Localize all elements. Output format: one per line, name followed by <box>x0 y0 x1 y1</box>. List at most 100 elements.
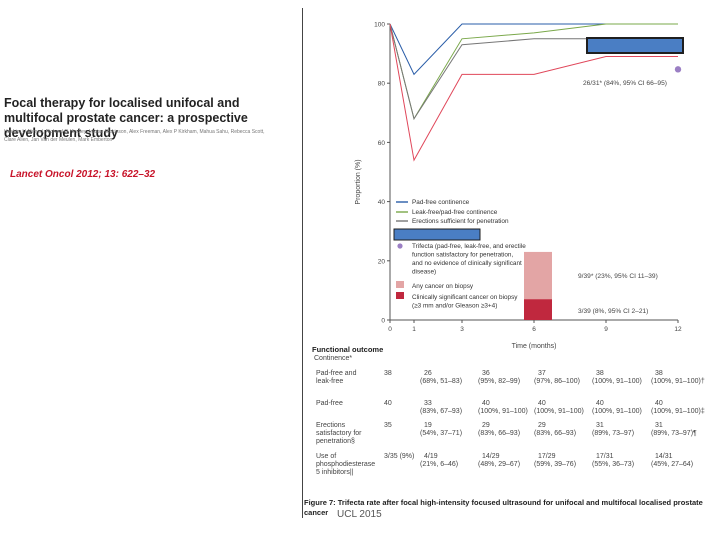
table-cell-value: 14/31 <box>655 453 673 460</box>
table-cell-ci: (97%, 86–100) <box>534 378 580 385</box>
table-row-label: phosphodiesterase <box>316 461 376 468</box>
table-cell-ci: (100%, 91–100) <box>592 408 642 415</box>
table-cell-value: 38 <box>596 370 604 377</box>
chart-axes: 0 20 40 60 80 100 0 1 3 6 9 12 Time (months) Proporti… <box>355 22 682 351</box>
table-row-label: penetration§ <box>316 438 355 445</box>
x-tick-label: 6 <box>532 326 536 333</box>
legend-label-5: Any cancer on biopsy <box>412 283 474 290</box>
table-cell-value: 17/31 <box>596 453 614 460</box>
caption-label: Figure 7: Trifecta rate after focal high… <box>304 498 703 517</box>
y-tick-label: 60 <box>378 140 386 147</box>
annotation-significant-cancer: 3/39 (8%, 95% CI 2–21) <box>578 308 648 315</box>
y-tick-label: 0 <box>381 318 385 325</box>
table-section: Continence* <box>314 355 353 362</box>
legend-box-6 <box>396 292 404 299</box>
table-cell-ci: (100%, 91–100) <box>592 378 642 385</box>
annotation-trifecta: 26/31* (84%, 95% CI 66–95) <box>583 80 667 87</box>
paper-title: Focal therapy for localised unifocal and… <box>4 96 248 140</box>
table-cell-ci: (54%, 37–71) <box>420 430 463 437</box>
table-cell-value: 29 <box>538 422 546 429</box>
legend-label-3: Erections sufficient for penetration <box>412 218 509 225</box>
table-cell-value: 3/35 (9%) <box>384 453 415 460</box>
legend-dot-trifecta <box>397 243 403 249</box>
table-cell-ci: (100%, 91–100)† <box>651 378 705 385</box>
paper-citation: Lancet Oncol 2012; 13: 622–32 <box>10 169 156 180</box>
y-tick-label: 40 <box>378 199 386 206</box>
table-cell-value: 36 <box>482 370 490 377</box>
y-axis-label: Proportion (%) <box>355 159 362 204</box>
table-cell-value: 35 <box>384 422 392 429</box>
figure-caption: Figure 7: Trifecta rate after focal high… <box>304 498 704 518</box>
table-cell-value: 31 <box>596 422 604 429</box>
table-cell-ci: (95%, 82–99) <box>478 378 521 385</box>
table-cell-value: 33 <box>424 400 432 407</box>
table-cell-ci: (100%, 91–100) <box>478 408 528 415</box>
table-cell-value: 31 <box>655 422 663 429</box>
legend-label-6: Clinically significant cancer on biopsy(… <box>412 294 518 310</box>
highlight-box-top <box>586 37 684 54</box>
table-cell-ci: (100%, 91–100) <box>534 408 584 415</box>
table-cell-ci: (83%, 66–93) <box>478 430 521 437</box>
table-cell-value: 29 <box>482 422 490 429</box>
x-tick-label: 3 <box>460 326 464 333</box>
table-title: Functional outcome <box>312 345 384 354</box>
table-cell-value: 4/19 <box>424 453 438 460</box>
table-cell-value: 40 <box>482 400 490 407</box>
annotation-any-cancer: 9/39* (23%, 95% CI 11–39) <box>578 273 658 280</box>
table-cell-value: 40 <box>655 400 663 407</box>
table-cell-ci: (83%, 67–93) <box>420 408 463 415</box>
paper-authors: Hashim U Ahmed, Richard G Hindley, Louis… <box>4 129 265 143</box>
chart-bars <box>524 251 552 320</box>
table-cell-value: 38 <box>384 370 392 377</box>
legend-label-2: Leak-free/pad-free continence <box>412 209 498 216</box>
table-cell-ci: (68%, 51–83) <box>420 378 463 385</box>
y-tick-label: 20 <box>378 258 386 265</box>
column-divider <box>302 8 303 518</box>
table-cell-ci: (59%, 39–76) <box>534 461 577 468</box>
chart-annotations: 26/31* (84%, 95% CI 66–95) 9/39* (23%, 95… <box>578 80 667 315</box>
legend-label-1: Pad-free continence <box>412 199 470 206</box>
trifecta-chart: 0 20 40 60 80 100 0 1 3 6 9 12 Time (months) Proporti… <box>355 22 684 351</box>
table-cell-value: 40 <box>596 400 604 407</box>
legend-box-5 <box>396 281 404 288</box>
table-cell-value: 19 <box>424 422 432 429</box>
table-cell-value: 37 <box>538 370 546 377</box>
table-row-label: Pad-free <box>316 400 343 407</box>
x-tick-label: 0 <box>388 326 392 333</box>
table-cell-value: 17/29 <box>538 453 556 460</box>
legend-label-4: Trifecta (pad-free, leak-free, and erect… <box>412 243 526 276</box>
table-cell-value: 26 <box>424 370 432 377</box>
table-row-label: Use of <box>316 453 337 460</box>
table-cell-ci: (100%, 91–100)‡ <box>651 408 705 415</box>
table-cell-ci: (55%, 36–73) <box>592 461 635 468</box>
bar-significant-cancer <box>524 299 552 320</box>
x-axis-label: Time (months) <box>512 343 557 350</box>
table-row-label: 5 inhibitors|| <box>316 469 354 476</box>
table-cell-value: 14/29 <box>482 453 500 460</box>
chart-series <box>389 23 684 162</box>
table-cell-ci: (89%, 73–97)¶ <box>651 430 697 437</box>
table-cell-ci: (48%, 29–67) <box>478 461 521 468</box>
table-row-label: Erections <box>316 422 346 429</box>
y-tick-label: 100 <box>374 22 385 29</box>
table-row-label: satisfactory for <box>316 430 362 437</box>
y-tick-label: 80 <box>378 81 386 88</box>
table-cell-value: 40 <box>384 400 392 407</box>
outcome-table: Functional outcome Continence* Pad-free … <box>312 345 705 496</box>
x-tick-label: 9 <box>604 326 608 333</box>
x-tick-label: 1 <box>412 326 416 333</box>
footer-note: UCL 2015 <box>337 509 382 520</box>
table-cell-ci: (83%, 66–93) <box>534 430 577 437</box>
table-cell-ci: (21%, 6–46) <box>420 461 459 468</box>
table-cell-value: 38 <box>655 370 663 377</box>
highlight-box-legend <box>393 228 481 241</box>
table-cell-value: 40 <box>538 400 546 407</box>
chart-legend: Pad-free continence Leak-free/pad-free co… <box>393 199 526 310</box>
table-row-label: leak-free <box>316 378 344 385</box>
table-row-label: Pad-free and <box>316 370 357 377</box>
trifecta-point <box>674 66 682 73</box>
series-line-4 <box>389 23 678 162</box>
x-tick-label: 12 <box>674 326 682 333</box>
table-cell-ci: (89%, 73–97) <box>592 430 635 437</box>
table-cell-ci: (45%, 27–64) <box>651 461 694 468</box>
